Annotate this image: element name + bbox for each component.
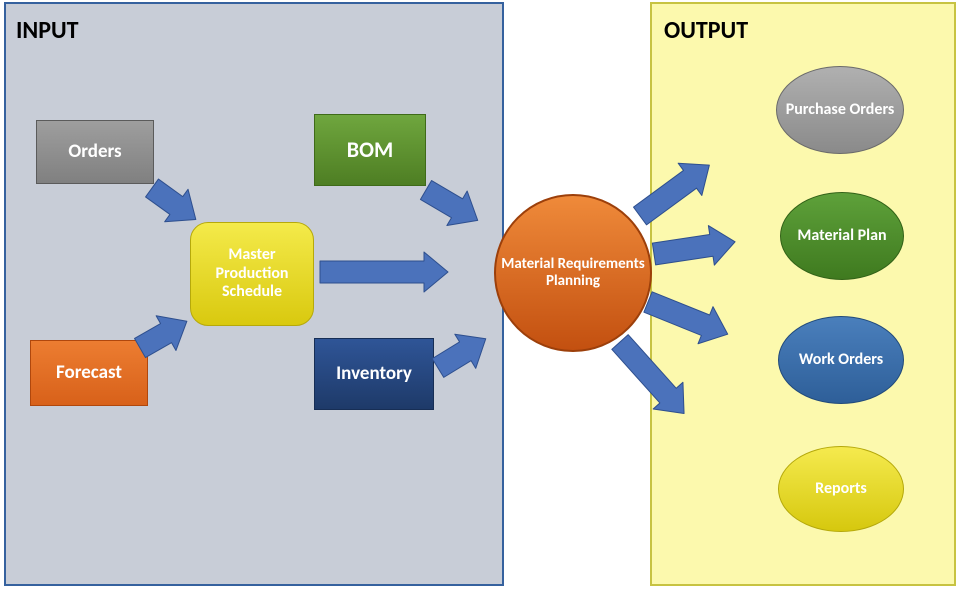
purchase-orders-label: Purchase Orders <box>786 101 895 119</box>
forecast-node: Forecast <box>30 340 148 406</box>
reports-node: Reports <box>778 446 904 532</box>
mps-label: Master Production Schedule <box>195 246 309 301</box>
work-orders-label: Work Orders <box>799 351 883 369</box>
mrp-label: Material Requirements Planning <box>500 256 646 291</box>
mps-node: Master Production Schedule <box>190 222 314 326</box>
output-panel-title: OUTPUT <box>664 16 748 45</box>
work-orders-node: Work Orders <box>778 316 904 404</box>
inventory-label: Inventory <box>336 363 412 385</box>
purchase-orders-node: Purchase Orders <box>776 66 904 154</box>
orders-label: Orders <box>68 141 121 163</box>
mrp-node: Material Requirements Planning <box>494 194 652 352</box>
material-plan-node: Material Plan <box>780 192 904 280</box>
reports-label: Reports <box>815 480 867 498</box>
inventory-node: Inventory <box>314 338 434 410</box>
bom-label: BOM <box>347 137 393 162</box>
input-panel-title: INPUT <box>16 16 79 45</box>
material-plan-label: Material Plan <box>797 227 886 245</box>
orders-node: Orders <box>36 120 154 184</box>
forecast-label: Forecast <box>56 362 122 384</box>
bom-node: BOM <box>314 114 426 186</box>
